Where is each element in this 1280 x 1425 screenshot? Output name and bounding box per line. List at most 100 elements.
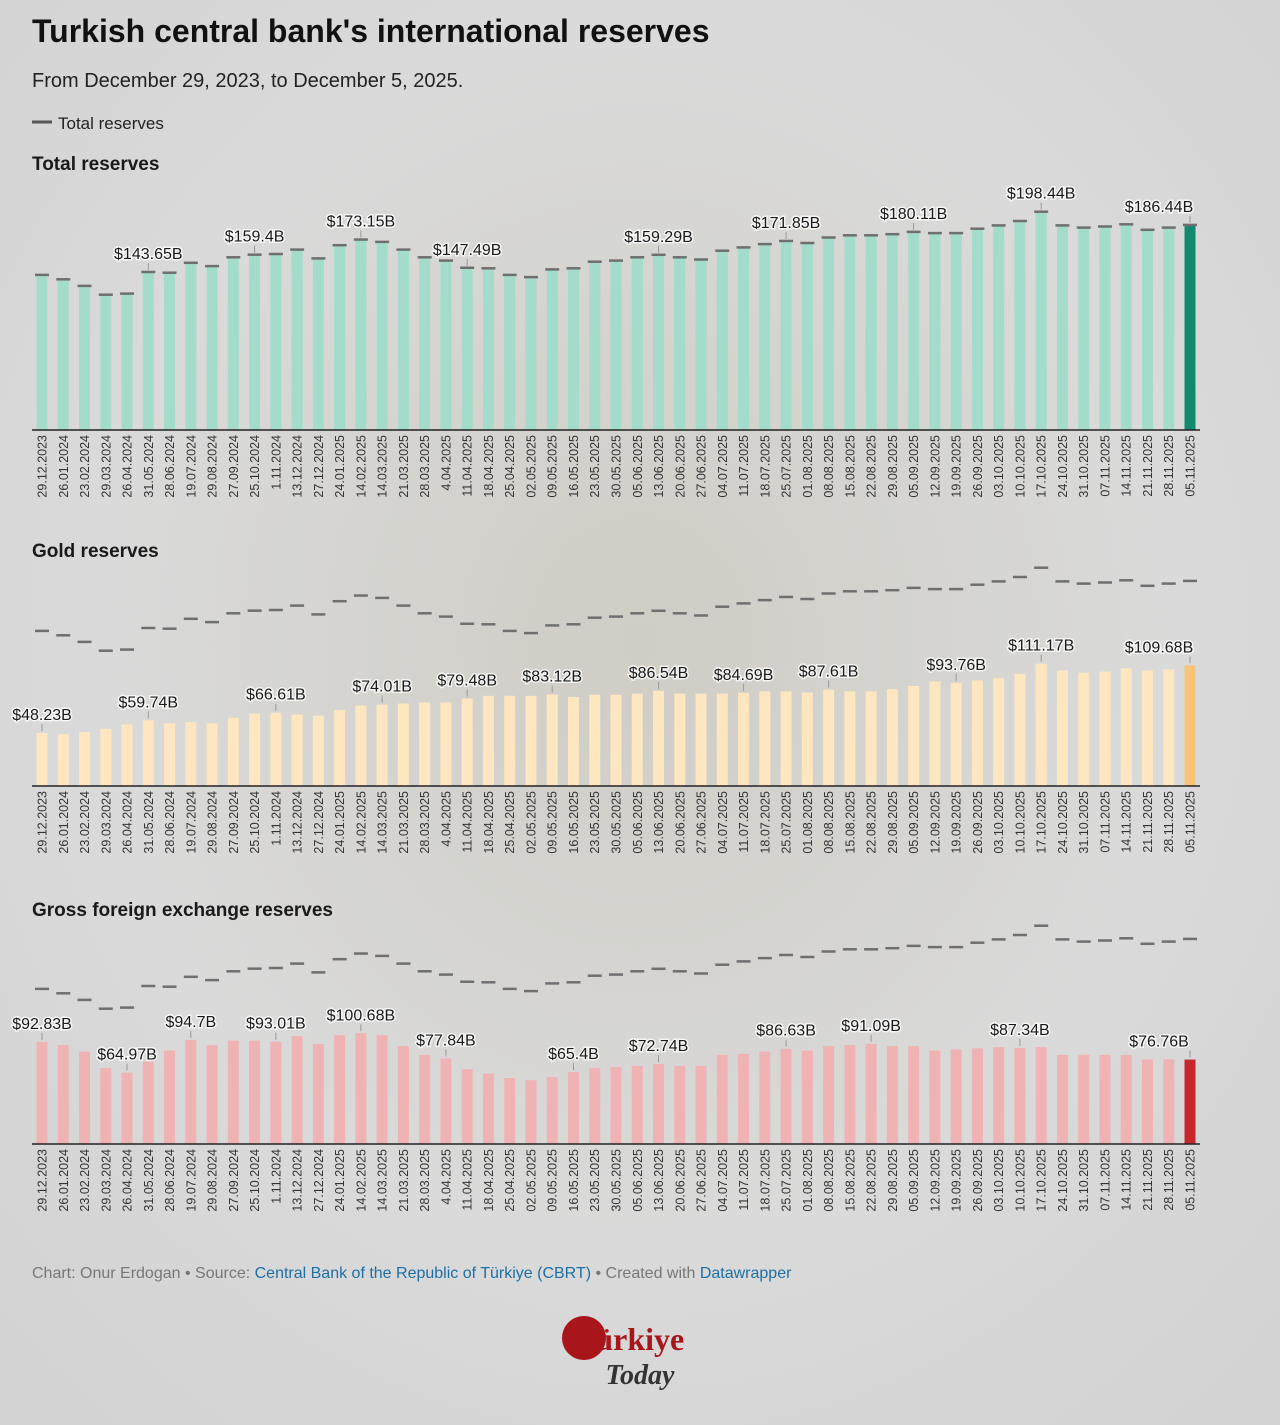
x-tick-label: 17.10.2025 (1035, 1149, 1049, 1212)
bar (1099, 671, 1111, 786)
bar (482, 695, 494, 786)
tool-link[interactable]: Datawrapper (700, 1265, 792, 1282)
bar (100, 1068, 112, 1144)
x-tick-label: 18.04.2025 (482, 435, 496, 498)
bar (419, 1054, 431, 1144)
bar (270, 1041, 282, 1144)
bar (1141, 1059, 1153, 1144)
bar (461, 1069, 473, 1144)
bar (1035, 663, 1047, 786)
bar (312, 1043, 324, 1144)
x-tick-label: 24.01.2025 (333, 791, 347, 854)
bar (716, 1054, 728, 1144)
x-tick-label: 23.05.2025 (588, 791, 602, 854)
x-tick-label: 20.06.2025 (673, 435, 687, 498)
value-label: $159.4B (225, 229, 285, 246)
value-label: $86.54B (629, 665, 689, 682)
x-tick-label: 31.10.2025 (1077, 435, 1091, 498)
x-tick-label: 14.02.2025 (354, 791, 368, 854)
x-tick-label: 23.05.2025 (588, 435, 602, 498)
x-tick-label: 22.08.2025 (865, 1149, 879, 1212)
bar (1141, 670, 1153, 786)
bar (844, 235, 856, 430)
x-tick-label: 03.10.2025 (992, 1149, 1006, 1212)
bar (780, 240, 792, 430)
bar (929, 681, 941, 786)
x-tick-label: 05.06.2025 (631, 791, 645, 854)
x-tick-label: 05.06.2025 (631, 1149, 645, 1212)
value-label: $93.76B (926, 657, 986, 674)
bar (801, 1050, 813, 1144)
bar (1056, 225, 1068, 430)
bar (993, 225, 1005, 430)
x-tick-label: 25.04.2025 (503, 1149, 517, 1212)
bar (79, 732, 91, 786)
x-tick-label: 14.11.2025 (1120, 1149, 1134, 1211)
bar (1163, 1059, 1175, 1144)
bar (142, 720, 154, 786)
x-tick-label: 20.06.2025 (673, 1149, 687, 1212)
x-tick-label: 27.12.2024 (312, 791, 326, 854)
bar (1163, 227, 1175, 430)
bar (440, 260, 452, 430)
x-tick-label: 31.10.2025 (1077, 791, 1091, 854)
bar (738, 1053, 750, 1144)
x-tick-label: 29.08.2025 (886, 791, 900, 854)
bar (227, 1040, 239, 1144)
bar (525, 277, 537, 430)
value-label: $83.12B (522, 669, 582, 686)
x-tick-label: 07.11.2025 (1098, 435, 1112, 497)
x-tick-label: 31.05.2024 (142, 1149, 156, 1212)
x-tick-label: 05.09.2025 (907, 1149, 921, 1212)
x-tick-label: 24.10.2025 (1056, 435, 1070, 498)
x-tick-label: 26.04.2024 (121, 791, 135, 854)
value-label: $48.23B (12, 707, 72, 724)
bar (270, 254, 282, 430)
bar (908, 231, 920, 430)
x-tick-label: 09.05.2025 (546, 1149, 560, 1212)
value-label: $72.74B (629, 1038, 689, 1055)
x-tick-label: 21.03.2025 (397, 1149, 411, 1212)
x-tick-label: 11.04.2025 (461, 791, 475, 853)
x-tick-label: 25.10.2024 (248, 1149, 262, 1212)
x-tick-label: 18.04.2025 (482, 1149, 496, 1212)
x-tick-label: 13.06.2025 (652, 791, 666, 854)
x-tick-label: 14.03.2025 (376, 435, 390, 498)
x-tick-label: 27.09.2024 (227, 791, 241, 854)
x-tick-label: 28.03.2025 (418, 791, 432, 854)
x-tick-label: 15.08.2025 (843, 435, 857, 498)
bar (334, 1035, 346, 1144)
x-tick-label: 10.10.2025 (1013, 1149, 1027, 1212)
x-tick-label: 01.08.2025 (801, 435, 815, 498)
source-link[interactable]: Central Bank of the Republic of Türkiye … (255, 1265, 591, 1282)
x-tick-label: 01.08.2025 (801, 1149, 815, 1212)
bar (844, 691, 856, 786)
x-tick-label: 27.06.2025 (695, 1149, 709, 1212)
bar (1099, 1054, 1111, 1144)
x-tick-label: 14.03.2025 (376, 1149, 390, 1212)
value-label: $111.17B (1008, 638, 1074, 655)
bar (270, 712, 282, 786)
x-tick-label: 10.10.2025 (1013, 791, 1027, 854)
bar (57, 279, 69, 430)
bar (1163, 669, 1175, 786)
bar (1184, 1059, 1196, 1144)
title: Turkish central bank's international res… (32, 13, 710, 49)
bar (504, 695, 516, 786)
value-label: $186.44B (1125, 199, 1194, 216)
x-tick-label: 28.11.2025 (1162, 435, 1176, 497)
x-tick-label: 11.07.2025 (737, 1149, 751, 1211)
x-tick-label: 21.11.2025 (1141, 791, 1155, 853)
x-tick-label: 09.05.2025 (546, 791, 560, 854)
x-tick-label: 29.03.2024 (99, 1149, 113, 1212)
x-tick-label: 07.11.2025 (1098, 791, 1112, 853)
bar (1141, 229, 1153, 430)
bar (1184, 224, 1196, 430)
bar (844, 1045, 856, 1144)
value-label: $91.09B (841, 1018, 901, 1035)
x-tick-label: 12.09.2025 (928, 791, 942, 854)
bar (631, 693, 643, 786)
x-tick-label: 21.11.2025 (1141, 1149, 1155, 1211)
x-tick-label: 22.08.2025 (865, 791, 879, 854)
